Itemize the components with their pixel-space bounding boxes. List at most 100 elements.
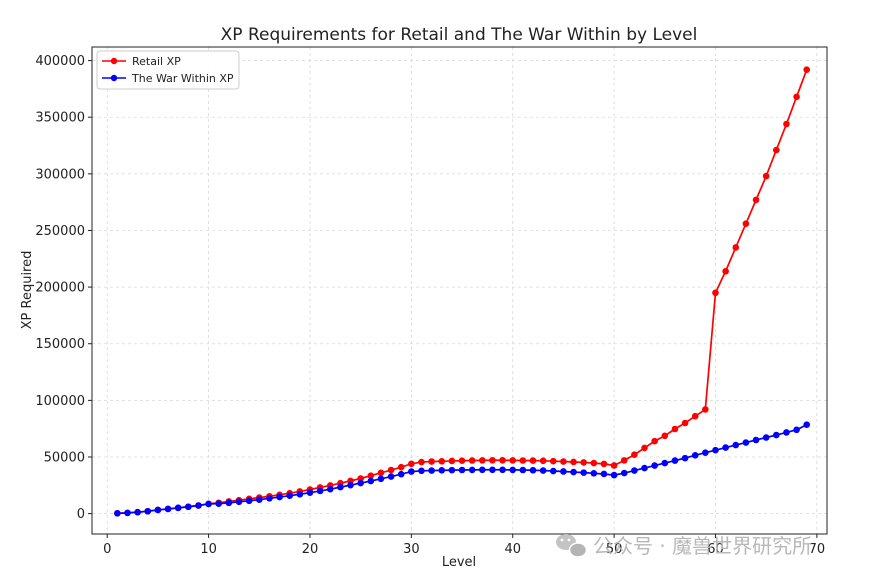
data-point-the-war-within-xp bbox=[134, 508, 141, 516]
data-point-retail-xp bbox=[620, 457, 628, 464]
data-point-the-war-within-xp bbox=[661, 459, 669, 467]
x-axis: 0 10 20 30 40 50 60 70 bbox=[103, 534, 825, 557]
data-point-the-war-within-xp bbox=[448, 466, 456, 474]
data-point-the-war-within-xp bbox=[316, 487, 324, 495]
x-tick-label: 0 bbox=[103, 542, 111, 557]
data-point-the-war-within-xp bbox=[519, 466, 527, 474]
data-point-the-war-within-xp bbox=[245, 497, 253, 505]
data-point-retail-xp bbox=[590, 459, 598, 467]
y-tick-label: 250000 bbox=[35, 224, 85, 239]
legend-tww-marker bbox=[110, 74, 118, 82]
data-point-the-war-within-xp bbox=[326, 485, 334, 493]
wechat-icon bbox=[556, 534, 588, 558]
y-tick-label: 350000 bbox=[35, 111, 85, 126]
data-point-the-war-within-xp bbox=[397, 470, 405, 478]
data-point-retail-xp bbox=[702, 406, 709, 413]
data-point-retail-xp bbox=[479, 457, 486, 464]
data-point-the-war-within-xp bbox=[428, 467, 435, 474]
data-point-retail-xp bbox=[448, 457, 456, 465]
data-point-the-war-within-xp bbox=[387, 473, 395, 480]
data-point-the-war-within-xp bbox=[337, 483, 344, 491]
data-point-the-war-within-xp bbox=[783, 429, 790, 436]
data-point-the-war-within-xp bbox=[509, 466, 517, 474]
data-point-retail-xp bbox=[742, 220, 750, 227]
plot-frame bbox=[91, 46, 828, 535]
y-tick-label: 150000 bbox=[35, 337, 85, 352]
legend: Retail XP The War Within XP bbox=[96, 50, 240, 90]
data-point-the-war-within-xp bbox=[752, 436, 760, 444]
x-tick-label: 70 bbox=[809, 542, 826, 557]
data-point-retail-xp bbox=[509, 457, 517, 464]
data-point-the-war-within-xp bbox=[641, 464, 648, 472]
y-tick-label: 100000 bbox=[35, 394, 85, 409]
data-point-the-war-within-xp bbox=[215, 500, 223, 507]
data-point-retail-xp bbox=[783, 120, 790, 128]
data-point-the-war-within-xp bbox=[458, 466, 466, 474]
series-layer bbox=[114, 66, 811, 517]
data-point-the-war-within-xp bbox=[549, 467, 557, 475]
data-point-retail-xp bbox=[580, 459, 587, 466]
data-point-retail-xp bbox=[529, 457, 537, 464]
data-point-retail-xp bbox=[468, 457, 476, 464]
x-axis-label: Level bbox=[442, 555, 476, 570]
data-point-retail-xp bbox=[428, 458, 435, 465]
data-point-retail-xp bbox=[722, 267, 729, 275]
legend-retail-label: Retail XP bbox=[132, 55, 181, 68]
data-point-retail-xp bbox=[418, 458, 425, 466]
data-point-the-war-within-xp bbox=[296, 490, 304, 498]
x-tick-label: 40 bbox=[504, 542, 521, 557]
y-tick-label: 50000 bbox=[44, 450, 85, 465]
data-point-retail-xp bbox=[438, 457, 446, 465]
watermark-text: 公众号 · 魔兽世界研究所 bbox=[593, 534, 812, 558]
data-point-the-war-within-xp bbox=[620, 469, 628, 477]
data-point-the-war-within-xp bbox=[347, 481, 354, 489]
data-point-the-war-within-xp bbox=[225, 499, 233, 507]
x-tick-label: 60 bbox=[707, 542, 724, 557]
data-point-the-war-within-xp bbox=[722, 444, 729, 451]
legend-tww-label: The War Within XP bbox=[131, 72, 234, 85]
data-point-retail-xp bbox=[651, 437, 658, 445]
data-point-retail-xp bbox=[408, 460, 415, 468]
series-line-retail-xp bbox=[117, 69, 808, 515]
data-point-the-war-within-xp bbox=[205, 500, 212, 508]
y-tick-label: 400000 bbox=[35, 54, 85, 69]
data-point-the-war-within-xp bbox=[793, 426, 800, 434]
data-point-the-war-within-xp bbox=[286, 492, 293, 500]
data-point-the-war-within-xp bbox=[671, 457, 679, 464]
data-point-the-war-within-xp bbox=[185, 503, 192, 511]
data-point-the-war-within-xp bbox=[154, 506, 162, 514]
data-point-the-war-within-xp bbox=[357, 479, 364, 487]
data-point-the-war-within-xp bbox=[479, 466, 486, 474]
data-point-the-war-within-xp bbox=[590, 469, 598, 477]
data-point-retail-xp bbox=[610, 462, 618, 469]
data-point-the-war-within-xp bbox=[255, 496, 263, 503]
data-point-the-war-within-xp bbox=[306, 489, 314, 496]
data-point-retail-xp bbox=[752, 196, 760, 204]
data-point-the-war-within-xp bbox=[438, 467, 446, 474]
data-point-retail-xp bbox=[641, 444, 648, 452]
data-point-the-war-within-xp bbox=[762, 434, 770, 441]
data-point-retail-xp bbox=[793, 93, 800, 101]
y-tick-label: 0 bbox=[77, 507, 85, 522]
data-point-retail-xp bbox=[458, 457, 466, 465]
legend-retail-marker bbox=[110, 57, 118, 65]
data-point-the-war-within-xp bbox=[610, 471, 618, 479]
data-point-the-war-within-xp bbox=[681, 454, 689, 462]
data-point-retail-xp bbox=[539, 457, 547, 465]
data-point-retail-xp bbox=[691, 412, 699, 420]
plot-area: 0 10 20 30 40 50 60 70 0 50000 100000 150000 200000… bbox=[35, 46, 828, 557]
data-point-the-war-within-xp bbox=[773, 431, 780, 439]
data-point-the-war-within-xp bbox=[195, 502, 202, 509]
data-point-the-war-within-xp bbox=[144, 507, 152, 515]
y-axis: 0 50000 100000 150000 200000 250000 300000 3500… bbox=[35, 54, 92, 522]
data-point-the-war-within-xp bbox=[124, 509, 131, 517]
y-tick-label: 300000 bbox=[35, 167, 85, 182]
data-point-the-war-within-xp bbox=[580, 469, 587, 476]
data-point-retail-xp bbox=[519, 457, 527, 464]
data-point-the-war-within-xp bbox=[114, 510, 121, 517]
data-point-retail-xp bbox=[803, 66, 811, 73]
chart-title: XP Requirements for Retail and The War W… bbox=[221, 25, 698, 45]
data-point-retail-xp bbox=[367, 472, 375, 479]
data-point-the-war-within-xp bbox=[560, 468, 567, 475]
